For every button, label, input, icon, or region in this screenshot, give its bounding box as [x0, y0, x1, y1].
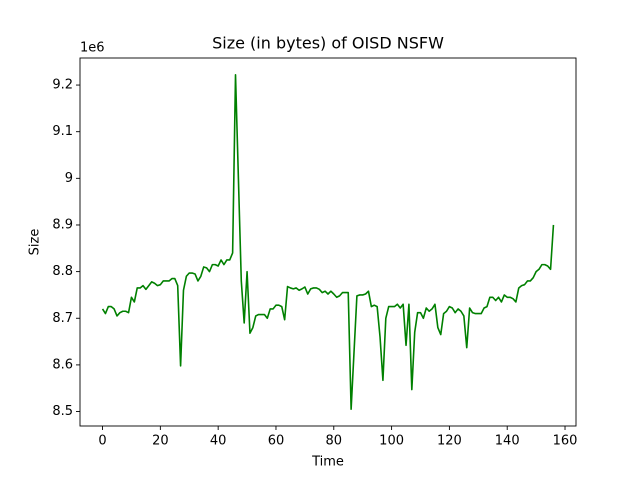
x-tick-label: 80	[326, 434, 343, 449]
axes-frame	[79, 57, 577, 427]
x-tick-label: 100	[379, 434, 404, 449]
y-scale-label: 1e6	[80, 41, 105, 56]
x-tick-label: 140	[495, 434, 520, 449]
x-tick-label: 40	[210, 434, 227, 449]
y-tick-label: 8.7	[52, 311, 73, 326]
x-tick-label: 60	[268, 434, 285, 449]
y-axis-label: Size	[28, 229, 43, 256]
chart-title: Size (in bytes) of OISD NSFW	[212, 34, 444, 53]
x-tick-label: 20	[152, 434, 169, 449]
y-tick-label: 8.9	[52, 217, 73, 232]
y-tick-label: 9.1	[52, 124, 73, 139]
y-tick-label: 8.5	[52, 404, 73, 419]
y-tick-label: 9.2	[52, 78, 73, 93]
y-tick-label: 8.6	[52, 357, 73, 372]
x-tick-label: 0	[98, 434, 106, 449]
data-line	[101, 73, 555, 411]
x-tick-label: 120	[437, 434, 462, 449]
x-tick-label: 160	[553, 434, 578, 449]
y-tick-label: 9	[65, 171, 73, 186]
x-axis-label: Time	[311, 455, 344, 470]
y-tick-label: 8.8	[52, 264, 73, 279]
